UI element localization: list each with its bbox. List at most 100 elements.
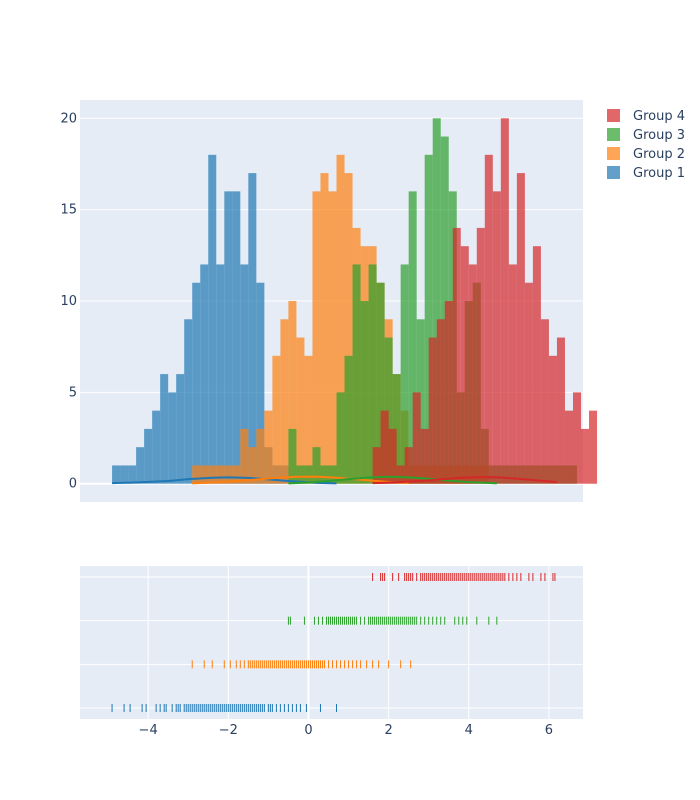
- x-tick-label: −2: [219, 723, 238, 738]
- histogram-bar: [304, 465, 313, 484]
- y-tick-label: 10: [60, 294, 77, 309]
- histogram-bar: [256, 282, 265, 484]
- histogram-bar: [224, 191, 233, 484]
- legend-item-group-4[interactable]: Group 4: [607, 109, 685, 124]
- histogram-bars: [112, 118, 598, 484]
- histogram-bar: [384, 337, 393, 484]
- histogram-bar: [320, 465, 329, 484]
- histogram-bar: [484, 154, 493, 484]
- histogram-bar: [112, 465, 121, 484]
- histogram-bar: [272, 355, 281, 484]
- histogram-bar: [460, 246, 469, 484]
- histogram-bar: [320, 173, 329, 484]
- legend-swatch: [607, 147, 620, 160]
- histogram-bar: [516, 173, 525, 484]
- rug-series-group-3: [287, 616, 498, 625]
- histogram-bar: [312, 191, 321, 484]
- histogram-bar: [240, 264, 249, 484]
- histogram-bar: [296, 465, 305, 484]
- x-tick-label: 4: [465, 723, 473, 738]
- legend[interactable]: Group 4 Group 3 Group 2 Group 1: [607, 109, 685, 181]
- histogram-bar: [312, 447, 321, 484]
- histogram-bar: [420, 428, 429, 484]
- histogram-bar: [336, 154, 345, 484]
- histogram-bar: [144, 428, 153, 484]
- histogram-bar: [540, 319, 549, 484]
- histogram-bar: [120, 465, 129, 484]
- histogram-bar: [248, 173, 257, 484]
- histogram-bar: [216, 465, 225, 484]
- rug-series-group-1: [111, 704, 338, 712]
- histogram-bar: [168, 392, 177, 484]
- histogram-bar: [428, 337, 437, 484]
- histogram-bar: [396, 465, 405, 484]
- histogram-bar: [452, 227, 461, 484]
- histogram-bar: [200, 264, 209, 484]
- histogram-bar: [424, 154, 433, 484]
- kde-curve-group-3: [288, 475, 497, 485]
- histogram-series-group-4: [372, 118, 598, 484]
- histogram-bar: [328, 465, 337, 484]
- histogram-bar: [192, 465, 201, 484]
- histogram-bar: [400, 264, 409, 484]
- histogram-y-axis-ticks: 0 5 10 15 20: [60, 111, 77, 491]
- histogram-bar: [388, 428, 397, 484]
- histogram-bar: [380, 410, 389, 484]
- histogram-bar: [476, 227, 485, 484]
- histogram-bar: [556, 337, 565, 484]
- histogram-bar: [368, 264, 377, 484]
- histogram-bar: [344, 173, 353, 484]
- histogram-bar: [136, 447, 145, 484]
- kde-curve-group-4: [372, 475, 558, 485]
- histogram-bar: [336, 392, 345, 484]
- histogram-bar: [152, 410, 161, 484]
- rug-plot-area: [80, 566, 583, 719]
- legend-label: Group 1: [633, 166, 685, 181]
- legend-swatch: [607, 166, 620, 179]
- histogram-bar: [589, 410, 598, 484]
- histogram-bar: [532, 246, 541, 484]
- histogram-bar: [372, 447, 381, 484]
- histogram-bar: [296, 337, 305, 484]
- histogram-bar: [360, 301, 369, 484]
- histogram-bar: [280, 319, 289, 484]
- histogram-bar: [412, 392, 421, 484]
- histogram-bar: [548, 355, 557, 484]
- histogram-bar: [564, 410, 573, 484]
- legend-item-group-2[interactable]: Group 2: [607, 147, 685, 162]
- histogram-bar: [288, 428, 297, 484]
- histogram-bar: [432, 118, 441, 484]
- legend-label: Group 2: [633, 147, 685, 162]
- rug-x-axis-ticks: −4 −2 0 2 4 6: [139, 723, 554, 738]
- histogram-bar: [572, 392, 581, 484]
- y-tick-label: 0: [69, 477, 77, 492]
- histogram-bar: [524, 282, 533, 484]
- histogram-bar: [344, 355, 353, 484]
- histogram-bar: [256, 428, 265, 484]
- histogram-bar: [508, 264, 517, 484]
- histogram-bar: [232, 465, 241, 484]
- rug-gridlines: [80, 566, 583, 719]
- histogram-bar: [248, 447, 257, 484]
- x-tick-label: 2: [384, 723, 392, 738]
- y-tick-label: 15: [60, 203, 77, 218]
- rug-series-group-2: [191, 660, 412, 669]
- histogram-bar: [208, 154, 217, 484]
- x-tick-label: −4: [139, 723, 158, 738]
- histogram-bar: [176, 374, 185, 484]
- legend-item-group-1[interactable]: Group 1: [607, 166, 685, 181]
- kde-curve-group-2: [192, 475, 409, 485]
- histogram-bar: [492, 191, 501, 484]
- histogram-bar: [264, 410, 273, 484]
- legend-swatch: [607, 109, 620, 122]
- histogram-bar: [224, 465, 233, 484]
- histogram-bar: [408, 191, 417, 484]
- histogram-bar: [580, 428, 590, 484]
- kde-curves: [112, 475, 558, 485]
- rug-series-group-4: [372, 573, 556, 581]
- legend-item-group-3[interactable]: Group 3: [607, 128, 685, 143]
- histogram-bar: [208, 465, 217, 484]
- histogram-bar: [216, 264, 225, 484]
- histogram-bar: [376, 282, 385, 484]
- histogram-bar: [352, 264, 361, 484]
